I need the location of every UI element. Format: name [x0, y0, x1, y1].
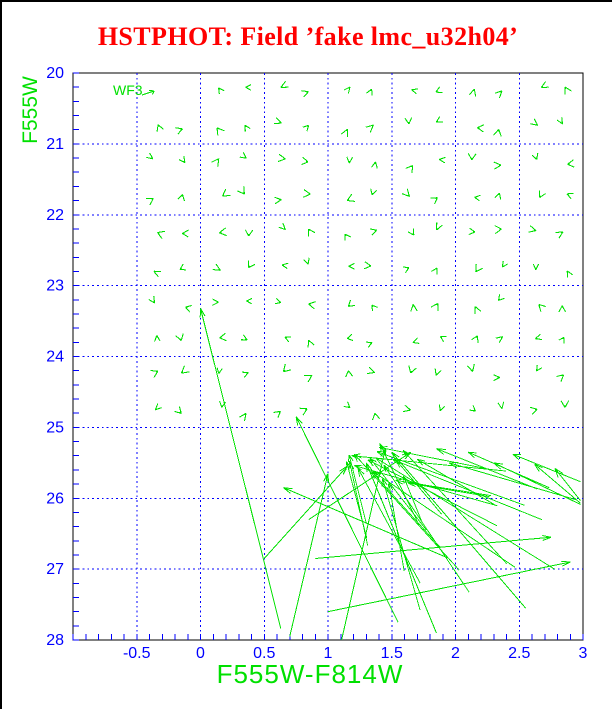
svg-text:WF3: WF3 — [113, 82, 143, 98]
svg-text:-0.5: -0.5 — [123, 645, 151, 662]
svg-text:23: 23 — [46, 278, 64, 295]
svg-text:21: 21 — [46, 136, 64, 153]
svg-text:0: 0 — [196, 645, 205, 662]
svg-text:22: 22 — [46, 207, 64, 224]
svg-text:20: 20 — [46, 65, 64, 82]
svg-text:2: 2 — [451, 645, 460, 662]
svg-text:25: 25 — [46, 419, 64, 436]
svg-text:24: 24 — [46, 349, 64, 366]
svg-text:26: 26 — [46, 490, 64, 507]
svg-text:F555W: F555W — [19, 76, 42, 144]
svg-text:2.5: 2.5 — [508, 645, 530, 662]
svg-text:3: 3 — [579, 645, 588, 662]
svg-text:28: 28 — [46, 632, 64, 649]
svg-text:27: 27 — [46, 561, 64, 578]
svg-text:F555W-F814W: F555W-F814W — [217, 659, 404, 689]
